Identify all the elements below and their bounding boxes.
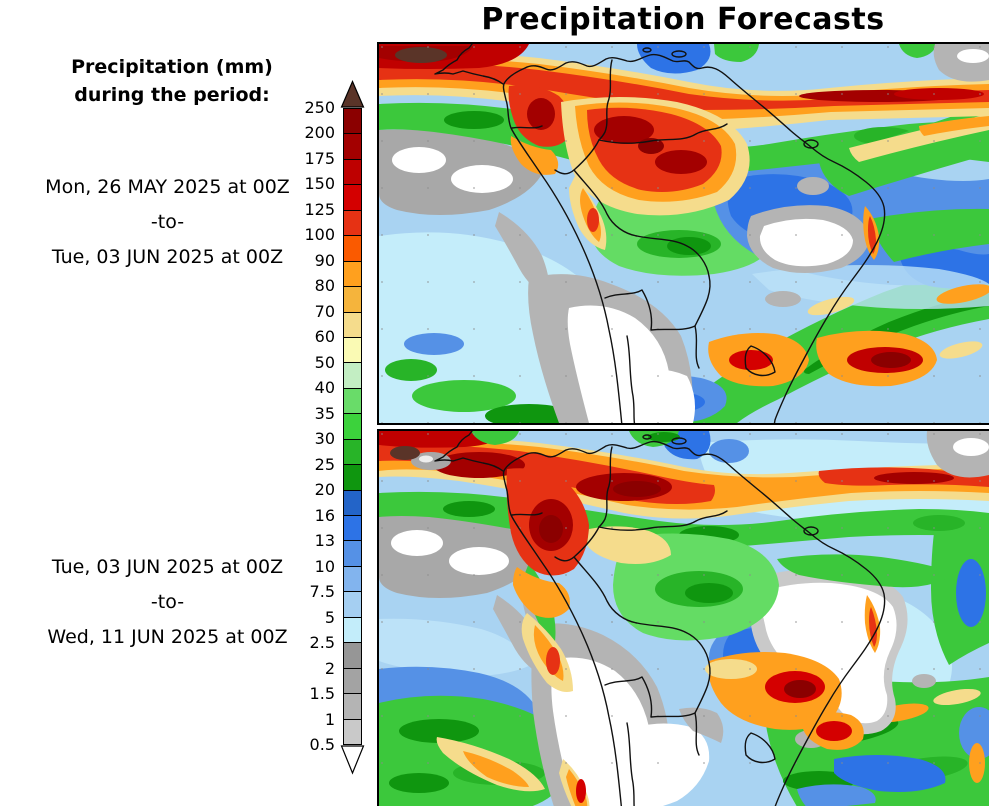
- colorbar-tick-25: 25: [314, 454, 335, 474]
- colorbar-over-arrow: [340, 79, 365, 108]
- colorbar-tick-30: 30: [314, 429, 335, 449]
- under-arrow-icon: [340, 745, 365, 775]
- colorbar-segment-0.5-1: [344, 718, 361, 744]
- colorbar-segment-150-175: [344, 158, 361, 185]
- colorbar-tick-13: 13: [314, 531, 335, 551]
- under-arrow-triangle: [340, 745, 365, 775]
- colorbar-segment-20-25: [344, 464, 361, 490]
- colorbar-under-arrow: [340, 745, 365, 775]
- period-label-top: Mon, 26 MAY 2025 at 00Z -to- Tue, 03 JUN…: [5, 170, 330, 275]
- colorbar-tick-60: 60: [314, 327, 335, 347]
- legend-heading: Precipitation (mm) during the period:: [22, 53, 322, 109]
- colorbar-segment-35-40: [344, 387, 361, 414]
- colorbar-segment-16-20: [344, 489, 361, 515]
- colorbar-segment-2-2.5: [344, 642, 361, 668]
- colorbar-segment-80-90: [344, 260, 361, 287]
- map-panel-bottom: [377, 429, 989, 806]
- period-label-bottom: Tue, 03 JUN 2025 at 00Z -to- Wed, 11 JUN…: [5, 550, 330, 655]
- over-arrow-triangle: [340, 79, 365, 108]
- colorbar-segment-25-30: [344, 438, 361, 465]
- colorbar-tick-0.5: 0.5: [309, 735, 335, 754]
- colorbar-tick-80: 80: [314, 276, 335, 296]
- period-bottom-end: Wed, 11 JUN 2025 at 00Z: [47, 626, 288, 648]
- colorbar-segment-1-1.5: [344, 693, 361, 719]
- map-top-svg: [379, 44, 989, 423]
- colorbar-tick-50: 50: [314, 352, 335, 372]
- period-top-separator: -to-: [150, 211, 185, 233]
- colorbar-ticks: 250 200 175 150 125 100 90 80 70 60 50 40 35 30 25 20 16…: [275, 0, 335, 806]
- colorbar-tick-20: 20: [314, 480, 335, 500]
- colorbar-tick-1.5: 1.5: [309, 684, 335, 704]
- figure-title: Precipitation Forecasts: [481, 2, 885, 37]
- colorbar-segment-200-250: [344, 109, 361, 134]
- colorbar-tick-40: 40: [314, 378, 335, 398]
- colorbar-segment-90-100: [344, 235, 361, 261]
- colorbar-tick-200: 200: [304, 123, 335, 143]
- period-top-end: Tue, 03 JUN 2025 at 00Z: [51, 246, 284, 268]
- precipitation-field-week2: [379, 431, 989, 806]
- legend-heading-line2: during the period:: [74, 84, 270, 106]
- colorbar-tick-175: 175: [304, 148, 335, 168]
- colorbar-tick-35: 35: [314, 403, 335, 423]
- precipitation-field-week1: [379, 44, 989, 423]
- colorbar-tick-70: 70: [314, 301, 335, 321]
- legend-heading-line1: Precipitation (mm): [71, 56, 273, 78]
- colorbar-segment-7.5-10: [344, 565, 361, 592]
- colorbar-tick-2: 2: [324, 658, 335, 678]
- colorbar-segment-100-125: [344, 209, 361, 236]
- colorbar-segment-10-13: [344, 540, 361, 566]
- period-top-start: Mon, 26 MAY 2025 at 00Z: [45, 176, 290, 198]
- colorbar: [343, 108, 362, 745]
- colorbar-segment-5-7.5: [344, 591, 361, 617]
- colorbar-segment-60-70: [344, 311, 361, 337]
- map-bottom-svg: [379, 431, 989, 806]
- period-bottom-separator: -to-: [150, 591, 185, 613]
- colorbar-segment-175-200: [344, 133, 361, 159]
- colorbar-segment-1.5-2: [344, 667, 361, 694]
- period-bottom-start: Tue, 03 JUN 2025 at 00Z: [51, 556, 284, 578]
- over-arrow-icon: [340, 79, 365, 108]
- colorbar-segment-30-35: [344, 413, 361, 439]
- colorbar-tick-16: 16: [314, 505, 335, 525]
- colorbar-segment-2.5-5: [344, 616, 361, 643]
- colorbar-segment-50-60: [344, 336, 361, 363]
- colorbar-segment-40-50: [344, 362, 361, 388]
- colorbar-segment-13-16: [344, 515, 361, 541]
- map-panel-top: [377, 42, 989, 425]
- colorbar-segment-125-150: [344, 184, 361, 210]
- colorbar-segment-70-80: [344, 286, 361, 312]
- colorbar-tick-1: 1: [324, 709, 335, 729]
